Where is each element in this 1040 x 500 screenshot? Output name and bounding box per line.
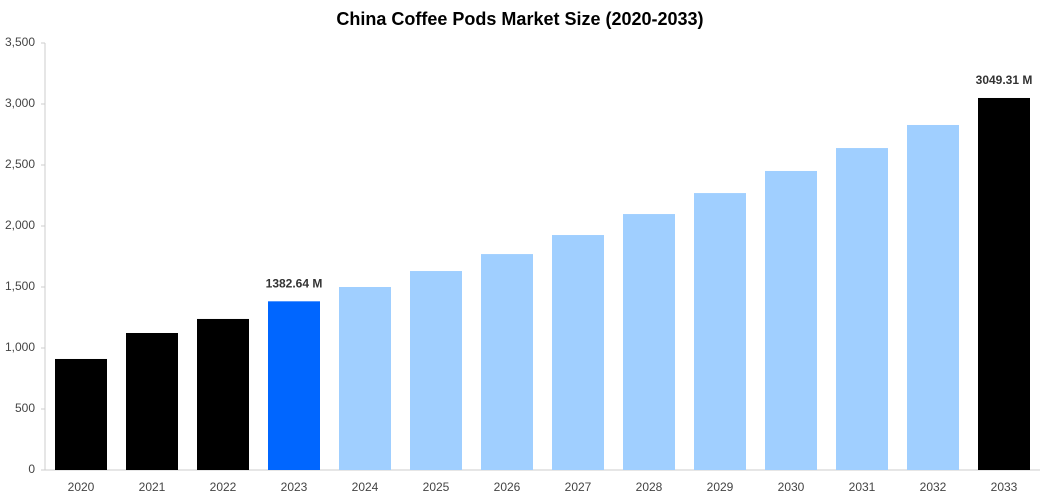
x-tick-label: 2022 bbox=[210, 480, 237, 494]
bar bbox=[552, 235, 604, 470]
bar bbox=[694, 193, 746, 470]
value-label: 3049.31 M bbox=[976, 73, 1033, 87]
y-tick-label: 3,000 bbox=[5, 96, 35, 110]
x-tick-label: 2021 bbox=[139, 480, 166, 494]
chart-title: China Coffee Pods Market Size (2020-2033… bbox=[336, 9, 703, 29]
value-label: 1382.64 M bbox=[266, 276, 323, 290]
bar bbox=[268, 301, 320, 470]
x-tick-label: 2030 bbox=[778, 480, 805, 494]
y-tick-label: 3,500 bbox=[5, 35, 35, 49]
x-tick-label: 2033 bbox=[991, 480, 1018, 494]
x-tick-label: 2024 bbox=[352, 480, 379, 494]
x-tick-label: 2023 bbox=[281, 480, 308, 494]
y-tick-label: 1,000 bbox=[5, 340, 35, 354]
y-tick-label: 0 bbox=[28, 462, 35, 476]
x-tick-label: 2031 bbox=[849, 480, 876, 494]
bar bbox=[339, 287, 391, 470]
bar bbox=[197, 318, 249, 470]
bar bbox=[410, 271, 462, 470]
bar bbox=[907, 124, 959, 470]
bar bbox=[126, 332, 178, 470]
bar bbox=[481, 254, 533, 470]
x-tick-label: 2029 bbox=[707, 480, 734, 494]
bar bbox=[55, 358, 107, 470]
x-tick-label: 2026 bbox=[494, 480, 521, 494]
y-tick-label: 2,500 bbox=[5, 157, 35, 171]
x-tick-label: 2032 bbox=[920, 480, 947, 494]
bar bbox=[765, 170, 817, 470]
x-tick-label: 2027 bbox=[565, 480, 592, 494]
y-tick-label: 500 bbox=[15, 401, 35, 415]
bar bbox=[836, 148, 888, 471]
x-tick-label: 2028 bbox=[636, 480, 663, 494]
y-tick-label: 1,500 bbox=[5, 279, 35, 293]
x-tick-label: 2020 bbox=[68, 480, 95, 494]
bar bbox=[978, 97, 1030, 470]
x-tick-label: 2025 bbox=[423, 480, 450, 494]
y-tick-label: 2,000 bbox=[5, 218, 35, 232]
bar bbox=[623, 214, 675, 470]
